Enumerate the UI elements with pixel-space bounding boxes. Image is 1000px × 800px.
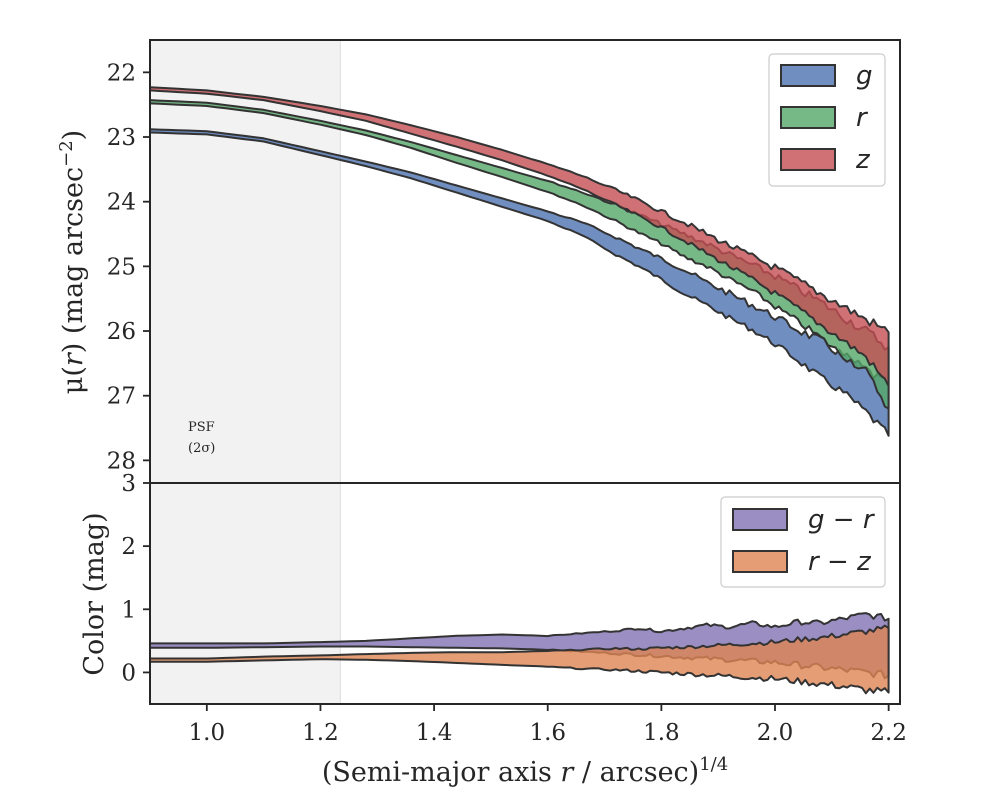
band-g — [149, 128, 890, 437]
legend-label-g-r: g − r — [808, 505, 876, 535]
psf-label-line1: PSF — [188, 420, 215, 435]
x-tick-label: 1.6 — [529, 720, 566, 746]
band-z — [149, 86, 890, 387]
color-plot-frame — [149, 482, 901, 705]
profile-y-axis-label: μ(r) (mag arcsec−2) — [56, 130, 89, 394]
profile-legend: g r z — [768, 53, 886, 187]
profile-panel: 22 23 24 25 26 27 28 PSF (2σ) μ(r) (mag arcsec… — [56, 39, 901, 484]
x-tick-label: 1.8 — [643, 720, 680, 746]
legend-swatch-g-r — [732, 508, 788, 531]
y-tick-label: 0 — [121, 660, 136, 686]
color-y-axis-label: Color (mag) — [79, 512, 110, 675]
y-tick-label: 2 — [121, 534, 136, 560]
color-legend: g − r r − z — [720, 496, 886, 588]
y-tick-label: 24 — [107, 190, 136, 216]
legend-swatch-r-z — [732, 550, 788, 573]
legend-swatch-z — [780, 148, 836, 171]
band-rz — [149, 624, 890, 695]
color-y-ticks: 0 1 2 3 — [121, 471, 150, 686]
x-tick-label: 1.2 — [302, 720, 339, 746]
profile-series — [149, 86, 890, 437]
y-tick-label: 27 — [107, 384, 136, 410]
color-panel: 0 1 2 3 1.0 1.2 1.4 1.6 1.8 2.0 2.2 Color (mag) (… — [79, 471, 907, 788]
psf-region-rect — [149, 482, 341, 705]
color-series — [149, 612, 890, 695]
y-tick-label: 22 — [107, 60, 136, 86]
x-tick-label: 1.4 — [416, 720, 453, 746]
y-tick-label: 28 — [107, 448, 136, 474]
band-r — [149, 99, 890, 410]
x-axis-label: (Semi-major axis r / arcsec)1/4 — [322, 754, 728, 788]
psf-region-rect — [149, 39, 341, 484]
x-tick-label: 2.0 — [757, 720, 794, 746]
y-tick-label: 26 — [107, 319, 136, 345]
y-tick-label: 3 — [121, 471, 136, 497]
x-tick-label: 2.2 — [870, 720, 907, 746]
legend-label-z: z — [855, 145, 871, 175]
legend-label-r-z: r − z — [808, 547, 872, 577]
psf-label-line2: (2σ) — [188, 441, 215, 456]
x-tick-label: 1.0 — [189, 720, 226, 746]
legend-label-r: r — [856, 103, 869, 133]
band-gr — [149, 612, 890, 680]
y-tick-label: 23 — [107, 125, 136, 151]
psf-shaded-region-bottom — [149, 482, 341, 705]
y-tick-label: 1 — [121, 597, 136, 623]
profile-y-ticks: 22 23 24 25 26 27 28 — [107, 60, 150, 474]
x-ticks: 1.0 1.2 1.4 1.6 1.8 2.0 2.2 — [189, 704, 907, 746]
legend-label-g: g — [856, 61, 873, 91]
y-tick-label: 25 — [107, 254, 136, 280]
legend-swatch-r — [780, 106, 836, 129]
psf-shaded-region — [149, 39, 341, 484]
legend-swatch-g — [780, 64, 836, 87]
